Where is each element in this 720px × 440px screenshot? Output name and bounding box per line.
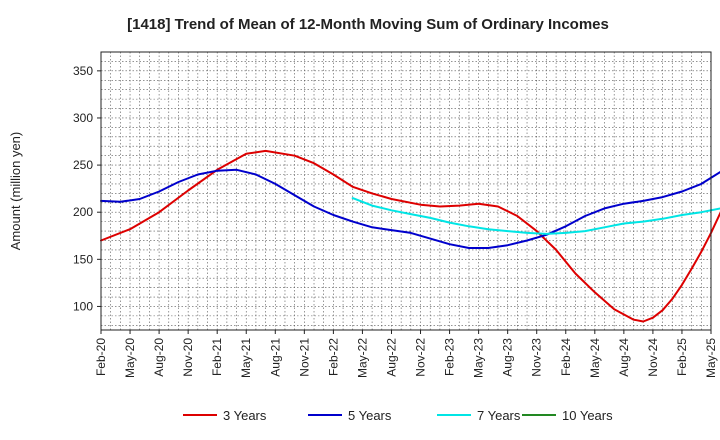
x-tick-label: Aug-22 <box>384 338 398 377</box>
x-tick-label: Nov-20 <box>181 338 195 377</box>
x-tick-label: Feb-20 <box>94 338 108 376</box>
x-tick-label: Feb-22 <box>326 338 340 376</box>
x-tick-label: Nov-23 <box>530 338 544 377</box>
y-tick-label: 200 <box>73 205 93 219</box>
y-axis-ticks: 100 150 200 250 300 350 <box>73 64 101 313</box>
y-axis-label: Amount (million yen) <box>8 132 23 251</box>
legend-label: 5 Years <box>348 408 392 423</box>
legend-label: 10 Years <box>562 408 613 423</box>
grid <box>101 52 711 330</box>
legend-label: 3 Years <box>223 408 267 423</box>
y-tick-label: 150 <box>73 252 93 266</box>
x-tick-label: Nov-21 <box>297 338 311 377</box>
y-tick-label: 350 <box>73 64 93 78</box>
x-tick-label: May-22 <box>355 338 369 378</box>
plot-frame <box>100 51 712 331</box>
y-tick-label: 100 <box>73 299 93 313</box>
series-line-3-years <box>100 149 720 323</box>
x-tick-label: Feb-23 <box>443 338 457 376</box>
x-axis-ticks: Feb-20 May-20 Aug-20 Nov-20 Feb-21 May-21 Aug-… <box>94 330 718 378</box>
chart-title: [1418] Trend of Mean of 12-Month Moving … <box>127 16 609 33</box>
series-layer <box>100 149 720 323</box>
x-tick-label: Nov-24 <box>646 338 660 377</box>
y-tick-label: 250 <box>73 158 93 172</box>
x-tick-label: May-21 <box>239 338 253 378</box>
x-tick-label: May-24 <box>588 338 602 378</box>
legend: 3 Years 5 Years 7 Years 10 Years <box>183 408 613 423</box>
series-line-5-years <box>100 168 720 249</box>
x-tick-label: Feb-24 <box>559 338 573 376</box>
x-tick-label: Nov-22 <box>414 338 428 377</box>
x-tick-label: Feb-25 <box>675 338 689 376</box>
x-tick-label: May-23 <box>472 338 486 378</box>
x-tick-label: May-25 <box>704 338 718 378</box>
x-tick-label: Aug-23 <box>501 338 515 377</box>
series-line-7-years <box>351 197 720 235</box>
y-tick-label: 300 <box>73 111 93 125</box>
x-tick-label: Aug-21 <box>268 338 282 377</box>
legend-label: 7 Years <box>477 408 521 423</box>
x-tick-label: May-20 <box>123 338 137 378</box>
x-tick-label: Aug-20 <box>152 338 166 377</box>
x-tick-label: Aug-24 <box>617 338 631 377</box>
x-tick-label: Feb-21 <box>210 338 224 376</box>
